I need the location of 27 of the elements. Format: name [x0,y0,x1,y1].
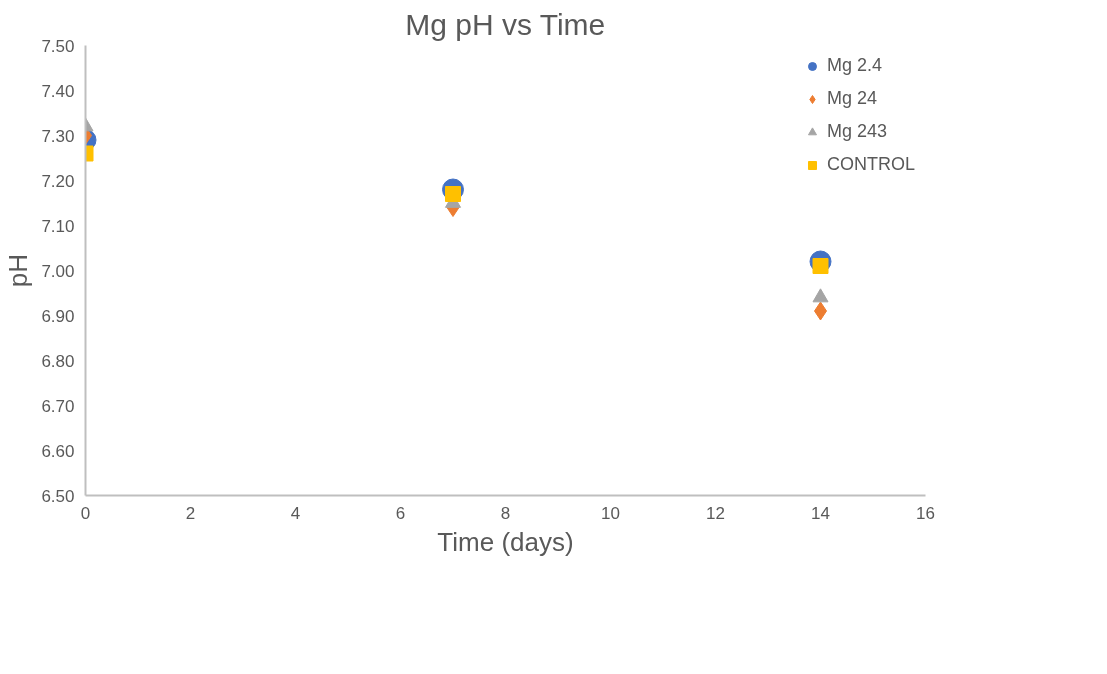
y-tick-label: 7.40 [41,81,75,101]
x-tick-label: 6 [395,503,406,523]
legend-label: Mg 24 [826,88,878,109]
x-axis-title: Time (days) [437,526,574,557]
y-tick-label: 7.10 [41,216,75,236]
y-tick-label: 7.20 [41,171,75,191]
y-tick-label: 7.30 [41,126,75,146]
y-tick-label: 7.50 [41,36,75,56]
y-tick-label: 6.60 [41,441,75,461]
chart-title: Mg pH vs Time [405,7,606,41]
legend-label: Mg 243 [826,121,888,142]
x-tick-label: 10 [601,503,620,523]
x-tick-label: 0 [80,503,91,523]
legend-label: Mg 2.4 [826,55,883,76]
x-tick-label: 4 [290,503,301,523]
x-tick-label: 12 [706,503,725,523]
legend-label: CONTROL [826,154,915,175]
x-tick-label: 14 [811,503,830,523]
y-tick-label: 6.50 [41,486,75,506]
x-tick-label: 16 [916,503,935,523]
x-tick-label: 2 [185,503,196,523]
y-tick-label: 6.70 [41,396,75,416]
y-axis-title: pH [3,253,34,288]
y-tick-label: 7.00 [41,261,75,281]
y-tick-label: 6.80 [41,351,75,371]
x-tick-label: 8 [500,503,511,523]
y-tick-label: 6.90 [41,306,75,326]
